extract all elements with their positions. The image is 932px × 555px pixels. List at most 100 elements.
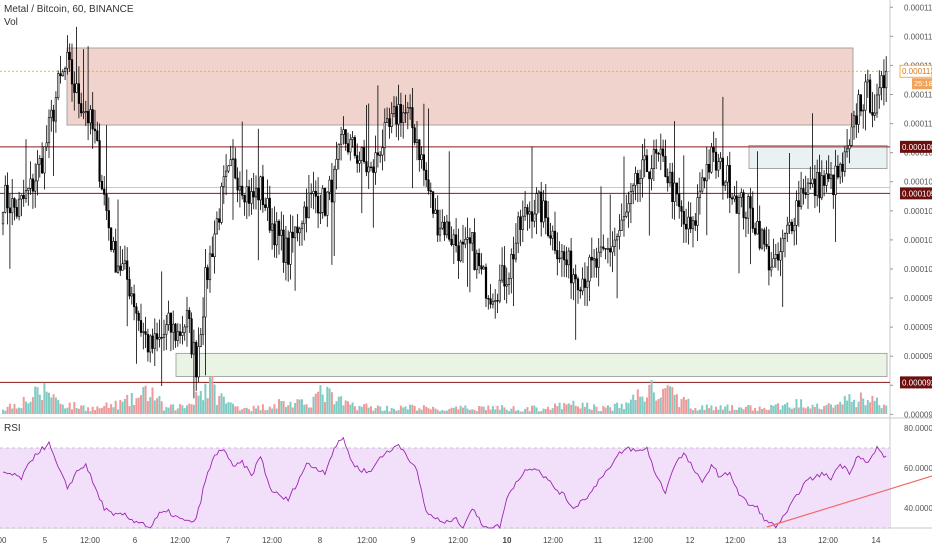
candle-body <box>521 215 524 230</box>
volume-bar <box>98 408 101 414</box>
candle-body <box>367 166 370 173</box>
candle-body <box>528 211 531 215</box>
candle-body <box>213 233 216 258</box>
candle-body <box>93 128 97 132</box>
candle-body <box>866 79 869 83</box>
volume-bar <box>749 405 752 414</box>
candle-body <box>551 230 554 239</box>
volume-bar <box>850 401 853 414</box>
candle-body <box>100 181 103 190</box>
candle-body <box>43 146 46 174</box>
volume-bar <box>510 408 513 414</box>
candle-body <box>24 190 28 199</box>
candle-body <box>565 259 568 266</box>
candle-body <box>707 164 711 173</box>
volume-bar <box>754 407 757 414</box>
candle-body <box>558 257 561 260</box>
candle-body <box>270 223 274 231</box>
candle-body <box>153 333 156 349</box>
volume-bar <box>294 403 297 414</box>
volume-bar <box>777 403 780 414</box>
candle-body <box>450 239 453 246</box>
volume-bar <box>22 396 25 414</box>
volume-bar <box>393 408 395 414</box>
volume-bar <box>38 394 41 414</box>
candle-body <box>287 237 290 265</box>
candle-body <box>220 186 223 223</box>
volume-bar <box>61 404 64 414</box>
volume-bar <box>866 400 869 414</box>
volume-bar <box>52 394 55 414</box>
volume-bar <box>673 394 676 414</box>
volume-bar <box>487 405 490 414</box>
candle-body <box>438 227 442 236</box>
volume-bar <box>535 407 538 414</box>
candle-body <box>84 111 87 113</box>
candle-body <box>560 251 563 259</box>
volume-bar <box>482 406 485 414</box>
candle-body <box>806 182 810 195</box>
volume-bar <box>261 404 264 414</box>
candle-body <box>165 324 168 335</box>
volume-bar <box>321 394 324 414</box>
volume-bar <box>319 385 322 414</box>
level-tag <box>900 376 932 389</box>
candle-body <box>328 179 331 193</box>
volume-bar <box>533 405 536 414</box>
volume-bar <box>627 403 630 414</box>
volume-bar <box>84 410 87 414</box>
candle-body <box>632 184 635 192</box>
volume-bar <box>583 406 586 414</box>
volume-bar <box>376 405 379 414</box>
volume-bar <box>386 405 389 414</box>
volume-bar <box>353 406 356 414</box>
candle-body <box>832 174 835 196</box>
candle-body <box>123 260 126 265</box>
candle-body <box>231 158 235 160</box>
candle-body <box>590 256 593 261</box>
volume-bar <box>616 402 619 414</box>
volume-bar <box>740 407 743 414</box>
candle-body <box>162 333 166 338</box>
candle-body <box>563 251 566 261</box>
volume-bar <box>521 411 524 414</box>
volume-bar <box>689 408 692 414</box>
volume-bar <box>100 407 103 414</box>
volume-bar <box>770 404 773 414</box>
candle-body <box>429 190 432 192</box>
candle-body <box>786 224 789 234</box>
candle-body <box>797 200 800 207</box>
candle-body <box>54 97 57 122</box>
volume-bar <box>512 406 515 414</box>
volume-bar <box>202 400 205 414</box>
candle-body <box>303 206 306 225</box>
candle-body <box>636 173 639 185</box>
volume-bar <box>310 407 313 414</box>
candle-body <box>804 192 807 195</box>
volume-bar <box>107 408 110 414</box>
candle-body <box>763 229 766 245</box>
volume-bar <box>66 407 69 414</box>
volume-bar <box>834 404 837 414</box>
candle-body <box>829 174 833 180</box>
level-tag-label: 0.0000922 <box>902 378 932 387</box>
candle-body <box>857 94 860 125</box>
candle-body <box>121 263 124 271</box>
candle-body <box>229 159 232 167</box>
candle-body <box>480 265 483 270</box>
volume-bar <box>816 403 819 414</box>
candle-body <box>657 152 660 155</box>
volume-bar <box>604 407 607 414</box>
rsi-tick-label: 60.0000 <box>904 464 932 473</box>
candle-body <box>273 223 276 246</box>
candle-body <box>22 195 25 199</box>
demand-zone <box>175 352 888 377</box>
volume-bar <box>298 399 301 414</box>
price-tick-label: 0.0000940 <box>904 352 932 361</box>
candle-body <box>655 149 658 154</box>
volume-bar <box>227 402 230 414</box>
price-tick-label: 0.0001120 <box>904 91 932 100</box>
candle-body <box>52 109 55 122</box>
